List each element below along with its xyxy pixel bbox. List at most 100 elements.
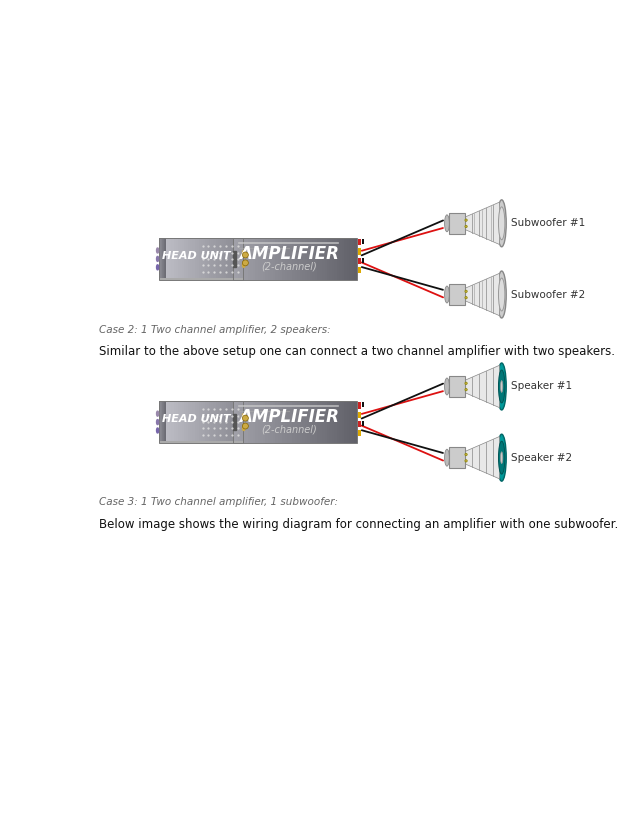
Text: AMPLIFIER: AMPLIFIER xyxy=(239,244,339,263)
Bar xyxy=(199,401,202,443)
Text: Subwoofer #2: Subwoofer #2 xyxy=(511,289,586,300)
Bar xyxy=(238,238,241,280)
Bar xyxy=(339,238,343,280)
Bar xyxy=(235,401,239,443)
Polygon shape xyxy=(465,202,500,244)
Bar xyxy=(334,238,338,280)
Bar xyxy=(342,238,345,280)
Bar xyxy=(263,238,265,280)
Bar xyxy=(308,238,310,280)
Bar xyxy=(342,401,345,443)
Bar xyxy=(159,238,161,280)
Bar xyxy=(302,238,305,280)
Bar xyxy=(337,238,340,280)
Bar xyxy=(250,401,253,443)
Text: HEAD UNIT: HEAD UNIT xyxy=(163,250,231,260)
Bar xyxy=(362,420,364,426)
Bar xyxy=(354,401,357,443)
Bar xyxy=(358,240,360,245)
Bar xyxy=(325,238,327,280)
Bar xyxy=(235,401,237,443)
Bar xyxy=(358,411,360,418)
Bar xyxy=(160,401,161,443)
Bar xyxy=(349,401,352,443)
Circle shape xyxy=(465,225,467,228)
Polygon shape xyxy=(465,365,500,407)
Bar xyxy=(197,401,199,443)
Bar xyxy=(292,401,295,443)
Bar xyxy=(362,402,364,407)
Bar xyxy=(253,238,256,280)
Bar xyxy=(239,238,241,280)
Bar xyxy=(290,238,293,280)
Bar xyxy=(290,401,293,443)
Bar xyxy=(354,238,357,280)
Ellipse shape xyxy=(445,378,449,395)
Bar xyxy=(334,401,338,443)
Bar xyxy=(188,238,191,280)
Bar xyxy=(165,401,168,443)
Bar xyxy=(167,401,170,443)
Bar xyxy=(224,401,226,443)
Circle shape xyxy=(465,460,467,462)
Bar xyxy=(358,267,360,273)
Bar xyxy=(449,213,465,234)
Bar xyxy=(283,238,285,280)
Bar xyxy=(205,401,208,443)
Bar xyxy=(449,284,465,305)
Bar xyxy=(449,376,465,397)
Bar xyxy=(358,258,360,264)
Bar xyxy=(175,401,178,443)
Ellipse shape xyxy=(498,370,505,403)
Bar xyxy=(209,238,212,280)
Bar xyxy=(169,238,172,280)
Bar xyxy=(222,238,225,280)
Text: Subwoofer #1: Subwoofer #1 xyxy=(511,218,586,228)
Bar xyxy=(161,401,162,443)
Bar xyxy=(268,401,271,443)
Bar xyxy=(161,401,163,443)
Bar xyxy=(161,238,163,280)
Bar xyxy=(327,401,330,443)
Bar xyxy=(317,238,320,280)
Bar xyxy=(297,238,300,280)
Bar xyxy=(232,401,235,443)
Bar xyxy=(320,401,323,443)
Bar xyxy=(345,401,347,443)
Bar xyxy=(278,238,281,280)
Bar xyxy=(159,401,161,443)
Text: (2-channel): (2-channel) xyxy=(261,425,316,434)
Bar xyxy=(195,401,197,443)
Bar xyxy=(275,401,278,443)
Circle shape xyxy=(242,260,248,266)
Bar xyxy=(220,401,223,443)
Ellipse shape xyxy=(445,215,449,232)
Bar xyxy=(172,401,174,443)
Bar xyxy=(220,238,223,280)
Ellipse shape xyxy=(156,256,159,261)
Ellipse shape xyxy=(445,286,449,303)
Ellipse shape xyxy=(242,263,245,268)
Circle shape xyxy=(242,252,248,258)
Bar xyxy=(224,238,226,280)
Bar xyxy=(260,401,263,443)
Bar xyxy=(358,420,360,427)
Bar xyxy=(237,401,239,443)
Bar xyxy=(238,401,241,443)
Bar xyxy=(320,238,323,280)
Bar xyxy=(263,401,265,443)
Bar xyxy=(216,401,218,443)
Bar xyxy=(285,238,288,280)
Ellipse shape xyxy=(497,434,506,482)
Bar xyxy=(209,401,212,443)
Bar xyxy=(255,238,258,280)
Ellipse shape xyxy=(156,428,159,433)
Bar xyxy=(308,401,310,443)
Bar xyxy=(160,238,161,280)
Bar xyxy=(161,238,162,280)
Bar xyxy=(315,238,318,280)
Bar xyxy=(295,401,298,443)
Bar xyxy=(258,401,261,443)
Bar xyxy=(312,238,315,280)
Bar xyxy=(159,278,243,280)
